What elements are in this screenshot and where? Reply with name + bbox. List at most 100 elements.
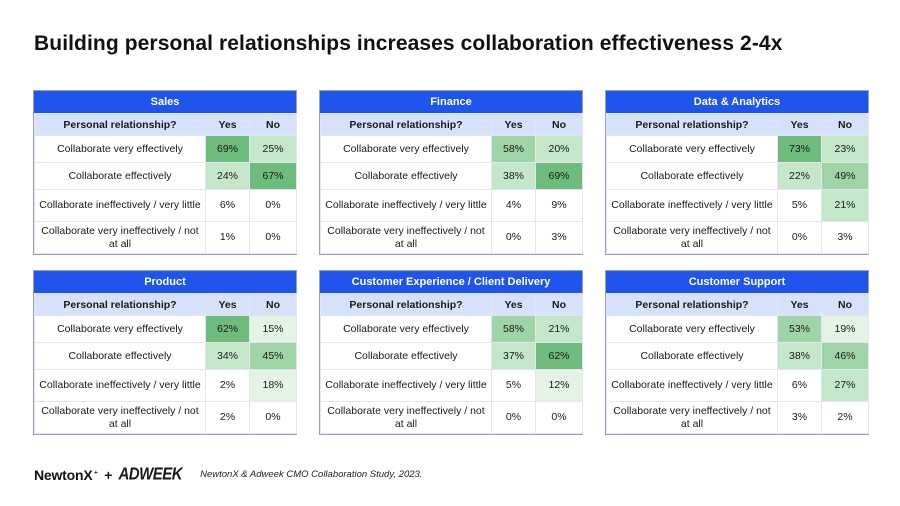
no-value-cell: 21%: [535, 315, 583, 343]
table-row: Collaborate ineffectively / very little 5…: [320, 369, 583, 402]
yes-value-cell: 58%: [491, 135, 536, 163]
no-value-cell: 67%: [249, 162, 297, 190]
table-row: Collaborate very ineffectively / not at …: [320, 221, 583, 254]
panel-product: Product Personal relationship? Yes No Collab…: [33, 270, 297, 435]
table-header-row: Personal relationship? Yes No: [34, 293, 297, 316]
no-value-cell: 0%: [249, 189, 297, 222]
column-header-no: No: [535, 113, 583, 136]
yes-value-cell: 53%: [777, 315, 822, 343]
table-row: Collaborate ineffectively / very little 4…: [320, 189, 583, 222]
column-header-yes: Yes: [777, 113, 822, 136]
panel-customer-experience-client-delivery: Customer Experience / Client Delivery Per…: [319, 270, 583, 435]
table-row: Collaborate effectively 38% 69%: [320, 162, 583, 190]
table-row: Collaborate very ineffectively / not at …: [606, 221, 869, 254]
row-label: Collaborate very ineffectively / not at …: [34, 221, 206, 254]
no-value-cell: 3%: [821, 221, 869, 254]
row-label: Collaborate effectively: [320, 342, 492, 370]
table-row: Collaborate ineffectively / very little 2…: [34, 369, 297, 402]
column-header-yes: Yes: [777, 293, 822, 316]
column-header-no: No: [535, 293, 583, 316]
row-label: Collaborate very ineffectively / not at …: [606, 401, 778, 434]
yes-value-cell: 2%: [205, 401, 250, 434]
yes-value-cell: 34%: [205, 342, 250, 370]
column-header-label: Personal relationship?: [606, 293, 778, 316]
yes-value-cell: 0%: [777, 221, 822, 254]
no-value-cell: 12%: [535, 369, 583, 402]
column-header-yes: Yes: [491, 293, 536, 316]
yes-value-cell: 4%: [491, 189, 536, 222]
data-table: Personal relationship? Yes No Collaborate v…: [34, 293, 297, 434]
no-value-cell: 23%: [821, 135, 869, 163]
table-row: Collaborate effectively 38% 46%: [606, 342, 869, 370]
row-label: Collaborate very effectively: [320, 315, 492, 343]
column-header-label: Personal relationship?: [320, 113, 492, 136]
table-row: Collaborate effectively 24% 67%: [34, 162, 297, 190]
panel-sales: Sales Personal relationship? Yes No Collabor…: [33, 90, 297, 255]
row-label: Collaborate ineffectively / very little: [606, 189, 778, 222]
no-value-cell: 0%: [535, 401, 583, 434]
row-label: Collaborate effectively: [606, 162, 778, 190]
no-value-cell: 27%: [821, 369, 869, 402]
data-table: Personal relationship? Yes No Collaborate v…: [320, 113, 583, 254]
table-row: Collaborate very ineffectively / not at …: [34, 401, 297, 434]
column-header-no: No: [249, 293, 297, 316]
column-header-no: No: [821, 293, 869, 316]
table-header-row: Personal relationship? Yes No: [606, 293, 869, 316]
yes-value-cell: 73%: [777, 135, 822, 163]
yes-value-cell: 37%: [491, 342, 536, 370]
table-row: Collaborate very effectively 58% 21%: [320, 315, 583, 343]
row-label: Collaborate very effectively: [34, 135, 206, 163]
no-value-cell: 49%: [821, 162, 869, 190]
table-row: Collaborate very ineffectively / not at …: [34, 221, 297, 254]
yes-value-cell: 38%: [777, 342, 822, 370]
no-value-cell: 0%: [249, 401, 297, 434]
yes-value-cell: 24%: [205, 162, 250, 190]
yes-value-cell: 6%: [777, 369, 822, 402]
panel-title: Data & Analytics: [606, 91, 868, 113]
row-label: Collaborate ineffectively / very little: [606, 369, 778, 402]
yes-value-cell: 2%: [205, 369, 250, 402]
no-value-cell: 62%: [535, 342, 583, 370]
data-table: Personal relationship? Yes No Collaborate v…: [34, 113, 297, 254]
yes-value-cell: 1%: [205, 221, 250, 254]
row-label: Collaborate effectively: [320, 162, 492, 190]
table-row: Collaborate very effectively 53% 19%: [606, 315, 869, 343]
data-table: Personal relationship? Yes No Collaborate v…: [606, 293, 869, 434]
row-label: Collaborate very ineffectively / not at …: [320, 221, 492, 254]
table-row: Collaborate ineffectively / very little 6…: [34, 189, 297, 222]
table-row: Collaborate effectively 37% 62%: [320, 342, 583, 370]
panel-title: Sales: [34, 91, 296, 113]
table-row: Collaborate very ineffectively / not at …: [606, 401, 869, 434]
table-row: Collaborate ineffectively / very little 6…: [606, 369, 869, 402]
no-value-cell: 15%: [249, 315, 297, 343]
no-value-cell: 46%: [821, 342, 869, 370]
table-header-row: Personal relationship? Yes No: [320, 293, 583, 316]
yes-value-cell: 62%: [205, 315, 250, 343]
table-row: Collaborate very ineffectively / not at …: [320, 401, 583, 434]
row-label: Collaborate ineffectively / very little: [34, 369, 206, 402]
no-value-cell: 3%: [535, 221, 583, 254]
table-header-row: Personal relationship? Yes No: [606, 113, 869, 136]
yes-value-cell: 0%: [491, 401, 536, 434]
data-table: Personal relationship? Yes No Collaborate v…: [606, 113, 869, 254]
row-label: Collaborate effectively: [606, 342, 778, 370]
panel-title: Customer Experience / Client Delivery: [320, 271, 582, 293]
row-label: Collaborate very ineffectively / not at …: [34, 401, 206, 434]
panel-finance: Finance Personal relationship? Yes No Collab…: [319, 90, 583, 255]
table-row: Collaborate ineffectively / very little 5…: [606, 189, 869, 222]
panel-title: Customer Support: [606, 271, 868, 293]
footer: NewtonX ⁺ + ADWEEK NewtonX & Adweek CMO …: [34, 465, 422, 485]
panel-data-analytics: Data & Analytics Personal relationship? Ye…: [605, 90, 869, 255]
column-header-label: Personal relationship?: [34, 293, 206, 316]
yes-value-cell: 22%: [777, 162, 822, 190]
yes-value-cell: 6%: [205, 189, 250, 222]
table-row: Collaborate very effectively 69% 25%: [34, 135, 297, 163]
table-row: Collaborate very effectively 58% 20%: [320, 135, 583, 163]
no-value-cell: 25%: [249, 135, 297, 163]
table-row: Collaborate effectively 34% 45%: [34, 342, 297, 370]
row-label: Collaborate effectively: [34, 162, 206, 190]
column-header-label: Personal relationship?: [34, 113, 206, 136]
column-header-yes: Yes: [205, 113, 250, 136]
plus-sign: +: [104, 466, 113, 483]
table-header-row: Personal relationship? Yes No: [320, 113, 583, 136]
